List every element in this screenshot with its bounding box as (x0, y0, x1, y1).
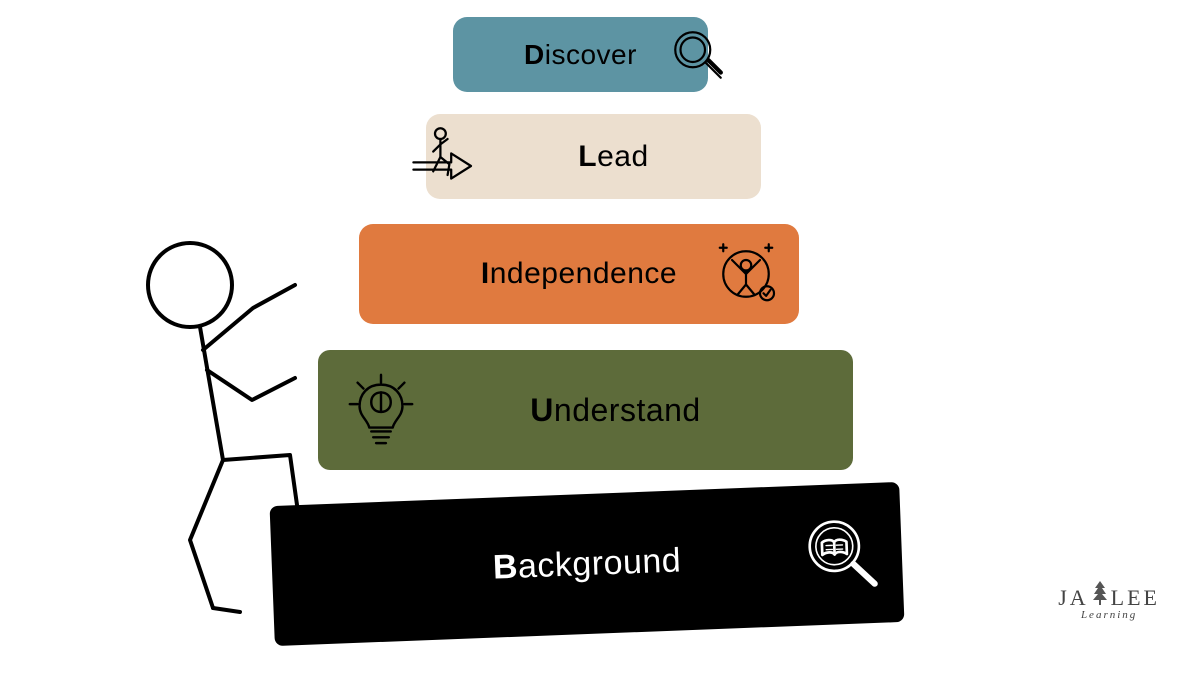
step-background-label: Background (492, 541, 682, 587)
step-understand-label: Understand (530, 392, 700, 429)
brand-left: JA (1058, 585, 1088, 611)
step-discover-rest: iscover (545, 39, 637, 70)
step-discover: Discover (453, 17, 708, 92)
infographic-stage: Discover Lead Independence (0, 0, 1200, 675)
step-background: Background (270, 482, 905, 646)
step-discover-letter: D (524, 39, 545, 70)
tree-icon (1091, 579, 1109, 611)
step-understand: Understand (318, 350, 853, 470)
step-discover-label: Discover (524, 39, 637, 71)
step-independence-label: Independence (481, 257, 677, 291)
magnifier-icon (670, 27, 726, 83)
step-lead-letter: L (578, 140, 597, 173)
person-arrow-icon (408, 121, 480, 193)
brand-right: LEE (1111, 585, 1160, 611)
step-independence: Independence (359, 224, 799, 324)
lightbulb-brain-icon (342, 371, 420, 449)
step-independence-letter: I (481, 257, 490, 290)
step-lead-label: Lead (578, 140, 648, 174)
climbing-figure (95, 230, 335, 630)
step-lead-rest: ead (597, 140, 649, 173)
magnifier-book-icon (800, 512, 885, 597)
step-background-letter: B (492, 547, 519, 586)
brand-logo: JA LEE Learning (1058, 579, 1160, 621)
step-lead: Lead (426, 114, 761, 199)
step-understand-letter: U (530, 392, 554, 428)
cheer-person-icon (711, 239, 781, 309)
step-independence-rest: ndependence (490, 257, 677, 290)
step-understand-rest: nderstand (554, 392, 701, 428)
step-background-rest: ackground (517, 541, 682, 585)
